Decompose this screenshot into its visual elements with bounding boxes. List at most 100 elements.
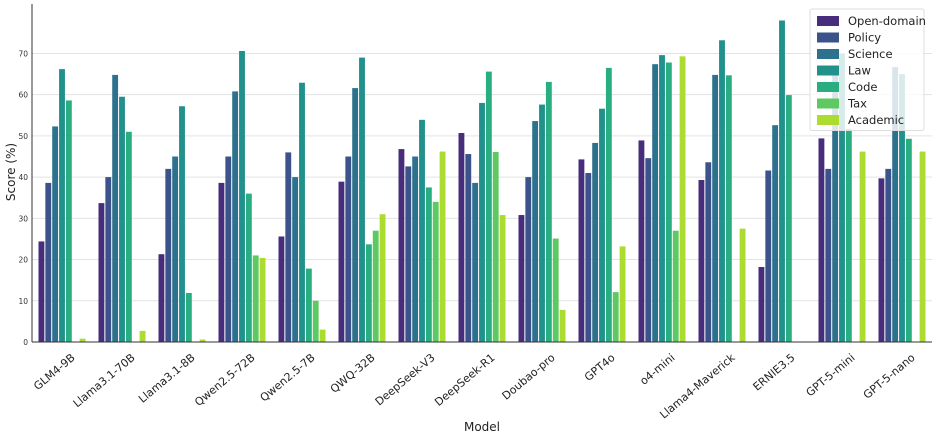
bar <box>885 168 892 342</box>
bar <box>439 151 446 342</box>
x-tick-label: GPT4o <box>582 351 618 384</box>
x-tick-label: Qwen2.5-72B <box>192 351 257 409</box>
legend-label: Academic <box>848 113 904 127</box>
y-tick-label: 20 <box>18 256 28 265</box>
bar <box>539 104 545 342</box>
bar <box>585 173 592 342</box>
bar <box>312 300 319 342</box>
bar <box>179 106 185 342</box>
bar <box>299 82 305 342</box>
bar <box>232 91 239 342</box>
legend-swatch <box>817 98 839 109</box>
bar <box>518 215 525 342</box>
x-tick-label: GPT-5-nano <box>861 351 918 402</box>
x-tick-label: Doubao-pro <box>500 351 558 403</box>
legend-swatch <box>817 49 839 59</box>
bar <box>52 126 59 342</box>
bar <box>532 121 539 342</box>
bar <box>278 236 285 342</box>
bar <box>345 156 352 342</box>
legend-label: Code <box>848 80 877 94</box>
bar <box>65 100 72 342</box>
legend-label: Science <box>848 47 893 61</box>
bar <box>432 201 439 342</box>
bar <box>379 214 386 342</box>
bar <box>899 74 905 342</box>
bar <box>372 230 379 342</box>
bar <box>499 215 506 342</box>
bar <box>878 178 885 342</box>
y-tick-label: 40 <box>18 173 28 182</box>
bar <box>458 133 465 342</box>
legend-swatch <box>817 82 839 92</box>
bar <box>239 50 245 343</box>
bar <box>758 266 765 342</box>
legend-label: Law <box>848 64 871 78</box>
x-tick-label: QWQ-32B <box>328 351 378 396</box>
bar <box>38 241 45 342</box>
bar <box>185 292 192 342</box>
bar <box>98 203 105 342</box>
bar <box>832 65 839 342</box>
x-tick-label: GLM4-9B <box>31 351 77 393</box>
bar <box>485 71 492 342</box>
bar <box>825 168 832 342</box>
legend-label: Tax <box>847 97 867 111</box>
bar <box>525 177 532 342</box>
bar <box>352 88 359 343</box>
bar <box>199 339 206 342</box>
bar <box>578 159 585 342</box>
bar <box>105 177 112 342</box>
bar <box>559 309 566 342</box>
bar <box>158 254 165 342</box>
bar <box>79 338 86 342</box>
bar <box>919 151 926 342</box>
legend-label: Policy <box>848 31 881 45</box>
bar <box>705 162 712 342</box>
x-tick-label: Llama3.1-70B <box>71 351 138 410</box>
bar <box>59 69 65 342</box>
bar <box>425 187 432 342</box>
bar <box>739 228 746 342</box>
y-tick-labels: 0 10 20 30 40 50 60 70 <box>18 49 28 347</box>
legend-swatch <box>817 115 839 125</box>
bars <box>38 20 926 343</box>
bar <box>472 182 479 342</box>
bar <box>672 230 679 342</box>
bar <box>365 244 372 342</box>
bar <box>292 177 299 342</box>
bar <box>652 64 659 343</box>
bar <box>698 180 705 342</box>
bar <box>319 329 326 342</box>
x-axis-label: Model <box>464 420 500 434</box>
bar <box>172 156 179 342</box>
bar <box>45 182 52 342</box>
y-tick-label: 0 <box>23 338 28 347</box>
bar <box>465 154 472 342</box>
y-tick-label: 70 <box>18 49 28 58</box>
bar <box>659 55 665 343</box>
bar <box>119 96 125 343</box>
bar <box>892 67 899 342</box>
bar <box>679 56 686 342</box>
bar <box>359 57 365 343</box>
legend-swatch <box>817 65 839 76</box>
bar <box>252 255 259 342</box>
bar <box>419 119 425 342</box>
bar <box>338 181 345 342</box>
y-tick-label: 60 <box>18 91 28 100</box>
legend-swatch <box>817 16 839 26</box>
legend: Open-domain Policy Science Law Code Tax Academ… <box>809 8 926 131</box>
bar <box>305 268 312 342</box>
bar <box>285 152 292 342</box>
bar <box>765 170 772 342</box>
bar <box>125 131 132 342</box>
bar <box>165 168 172 342</box>
bar <box>599 108 605 342</box>
bar <box>605 67 612 342</box>
x-tick-label: DeepSeek-R1 <box>432 351 497 409</box>
x-tick-label: DeepSeek-V3 <box>373 351 438 408</box>
bar <box>712 74 719 343</box>
bar <box>845 128 852 342</box>
